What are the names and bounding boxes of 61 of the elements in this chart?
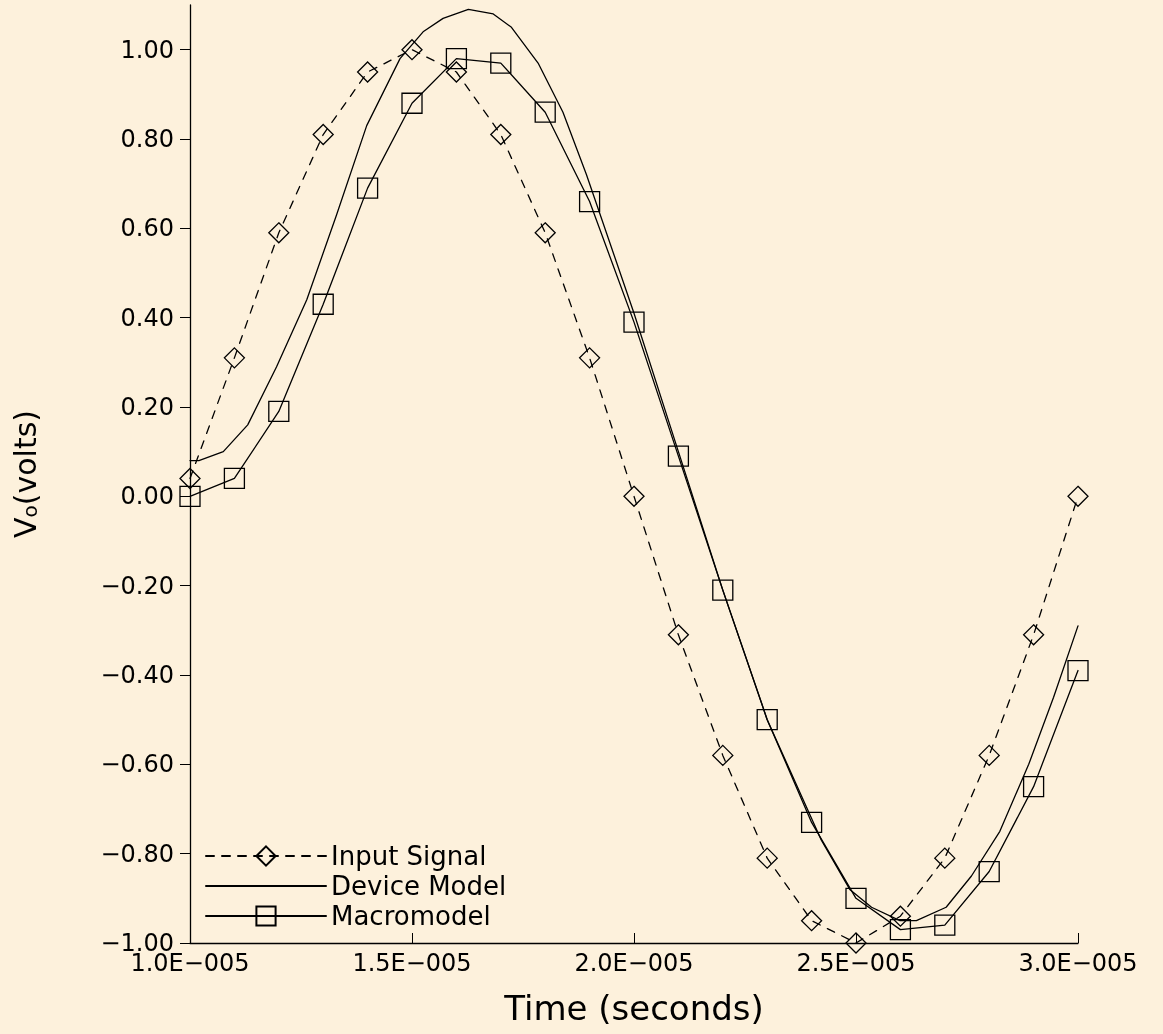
point xyxy=(534,101,556,123)
point xyxy=(534,222,556,244)
point xyxy=(268,400,290,423)
point xyxy=(401,92,423,114)
point xyxy=(756,847,778,869)
point xyxy=(179,485,201,507)
point xyxy=(845,932,867,954)
point xyxy=(445,61,468,83)
point xyxy=(356,177,379,199)
point xyxy=(623,485,645,507)
y-tick-label: 0.40 xyxy=(120,303,174,332)
point xyxy=(223,347,246,369)
point xyxy=(1067,659,1089,682)
x-tick-label: 2.0E−005 xyxy=(574,949,694,977)
point xyxy=(667,624,690,646)
legend-label: Macromodel xyxy=(331,901,491,931)
point xyxy=(578,347,601,369)
x-axis-title: Time (seconds) xyxy=(503,988,764,1028)
point xyxy=(800,811,823,834)
y-tick-label: −0.40 xyxy=(100,661,174,689)
point xyxy=(312,293,334,315)
point xyxy=(490,52,512,74)
point xyxy=(179,467,201,490)
x-tick-label: 1.5E−005 xyxy=(352,949,472,977)
point xyxy=(712,579,734,601)
y-tick-label: 0.00 xyxy=(120,482,174,511)
point xyxy=(712,744,734,767)
legend-label: Device Model xyxy=(331,871,507,901)
legend-label: Input Signal xyxy=(331,841,487,871)
point xyxy=(578,190,601,213)
point xyxy=(1067,485,1089,507)
point xyxy=(401,39,423,61)
point xyxy=(934,847,956,869)
point xyxy=(1022,776,1045,798)
point xyxy=(1022,624,1045,646)
point xyxy=(978,860,1000,883)
point xyxy=(756,709,778,731)
x-tick-label: 3.0E−005 xyxy=(1018,949,1138,977)
point xyxy=(356,61,379,83)
point xyxy=(889,918,912,941)
y-tick-label: 0.60 xyxy=(120,214,174,243)
y-tick-label: −0.60 xyxy=(100,750,174,779)
x-tick-label: 2.5E−005 xyxy=(796,949,916,977)
point xyxy=(889,905,912,927)
point xyxy=(800,910,823,932)
point xyxy=(667,445,690,467)
point xyxy=(312,123,334,146)
point xyxy=(223,467,246,490)
point xyxy=(978,744,1000,767)
y-tick-label: 1.00 xyxy=(120,35,174,64)
y-axis-title: Vo(volts) xyxy=(7,410,43,539)
point xyxy=(445,47,468,70)
point xyxy=(490,123,512,146)
point xyxy=(623,311,645,333)
y-tick-label: −0.80 xyxy=(100,839,174,868)
y-tick-label: −0.20 xyxy=(100,571,174,600)
point xyxy=(268,222,290,244)
point xyxy=(845,887,867,909)
y-tick-label: 0.80 xyxy=(120,125,174,153)
y-tick-label: 0.20 xyxy=(120,393,174,421)
point xyxy=(934,914,956,936)
